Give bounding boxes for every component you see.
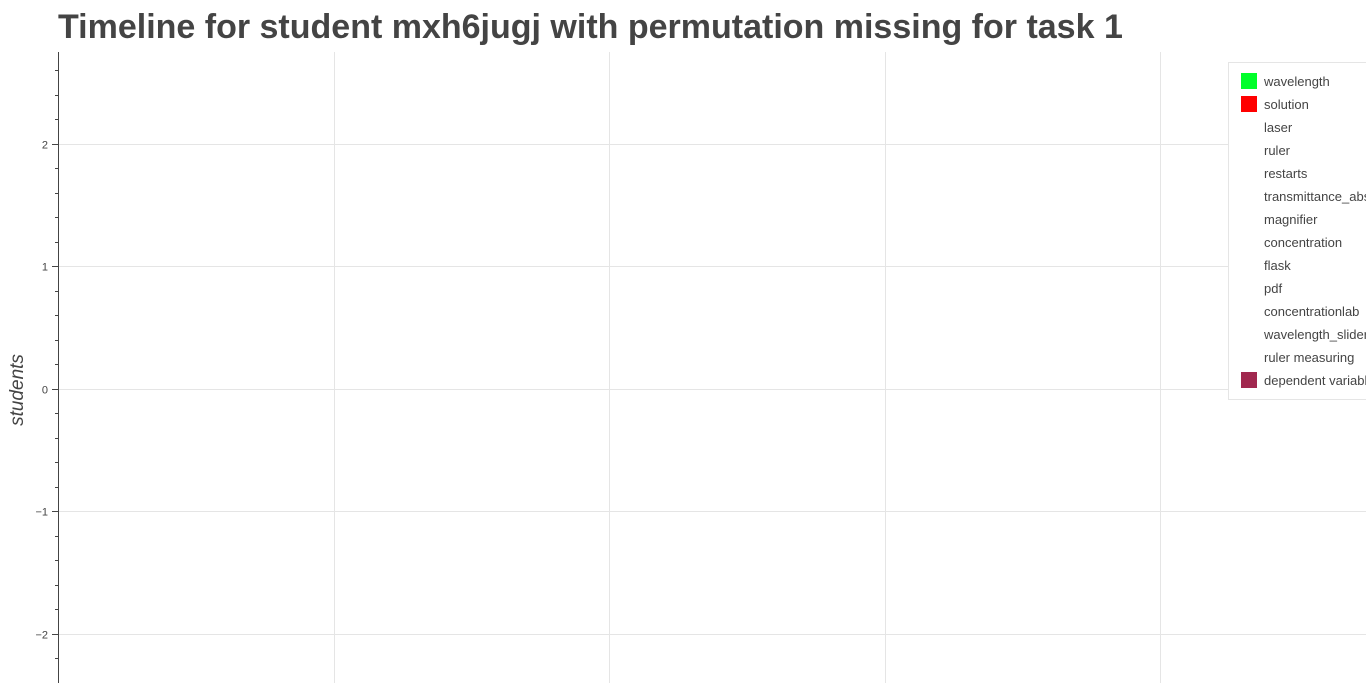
legend-item[interactable]: concentration [1241,233,1342,251]
legend-item[interactable]: magnifier [1241,210,1317,228]
legend-item[interactable]: flask [1241,256,1291,274]
legend-swatch [1241,372,1257,388]
y-tick-label: 2 [42,140,48,152]
legend-swatch [1241,303,1257,319]
legend-label: restarts [1264,165,1308,181]
legend-swatch [1241,188,1257,204]
legend-label: laser [1264,119,1293,135]
legend-label: solution [1264,96,1309,112]
legend-item[interactable]: pdf [1241,279,1282,297]
legend-item[interactable]: ruler measuring [1241,348,1354,366]
horizontal-gridlines [58,144,1366,635]
legend-label: concentrationlab [1264,303,1360,319]
y-tick-label: −1 [35,507,48,519]
legend-label: ruler measuring [1264,349,1355,365]
legend-swatch [1241,165,1257,181]
legend-item[interactable]: restarts [1241,164,1307,182]
legend-swatch [1241,234,1257,250]
chart-title: Timeline for student mxh6jugj with permu… [58,8,1123,46]
legend-label: transmittance_abs [1264,188,1366,204]
legend-swatch [1241,142,1257,158]
legend-swatch [1241,349,1257,365]
legend-swatch [1241,119,1257,135]
legend-swatch [1241,96,1257,112]
vertical-gridlines [334,52,1161,683]
legend-label: concentration [1264,234,1343,250]
legend-item[interactable]: concentrationlab [1241,302,1359,320]
legend-item[interactable]: laser [1241,118,1292,136]
legend-label: flask [1264,257,1291,273]
y-axis-ticks: 2 1 0 −1 −2 [35,70,58,659]
y-tick-label: −2 [35,630,48,642]
legend-swatch [1241,73,1257,89]
legend-item[interactable]: wavelength_slider [1241,325,1366,343]
legend-item[interactable]: dependent variable [1241,371,1366,389]
legend-swatch [1241,257,1257,273]
legend-swatch [1241,280,1257,296]
chart-legend: wavelength solution laser ruler restarts tran… [1228,62,1366,400]
legend-label: ruler [1264,142,1291,158]
legend-item[interactable]: solution [1241,95,1309,113]
legend-item[interactable]: wavelength [1241,72,1330,90]
legend-label: pdf [1264,280,1283,296]
legend-item[interactable]: ruler [1241,141,1290,159]
legend-label: wavelength_slider [1264,326,1366,342]
legend-swatch [1241,211,1257,227]
y-tick-label: 1 [42,262,48,274]
legend-label: magnifier [1264,211,1318,227]
legend-item[interactable]: transmittance_abs [1241,187,1366,205]
y-tick-label: 0 [42,385,48,397]
legend-label: wavelength [1264,73,1330,89]
legend-label: dependent variable [1264,372,1366,388]
legend-swatch [1241,326,1257,342]
